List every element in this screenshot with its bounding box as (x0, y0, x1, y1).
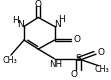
Text: O: O (98, 48, 105, 57)
Text: S: S (76, 54, 81, 63)
Text: N: N (17, 20, 24, 29)
Text: N: N (54, 20, 61, 29)
Text: CH₃: CH₃ (2, 56, 17, 65)
Text: O: O (71, 70, 78, 79)
Text: NH: NH (49, 60, 62, 69)
Text: O: O (35, 0, 42, 9)
Text: H: H (12, 16, 19, 25)
Text: H: H (58, 15, 64, 24)
Text: O: O (73, 35, 80, 44)
Text: CH₃: CH₃ (95, 65, 109, 74)
